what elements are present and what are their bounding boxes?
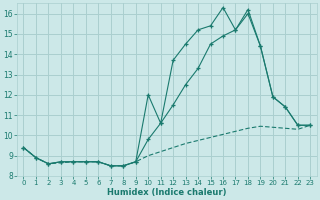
- X-axis label: Humidex (Indice chaleur): Humidex (Indice chaleur): [107, 188, 227, 197]
